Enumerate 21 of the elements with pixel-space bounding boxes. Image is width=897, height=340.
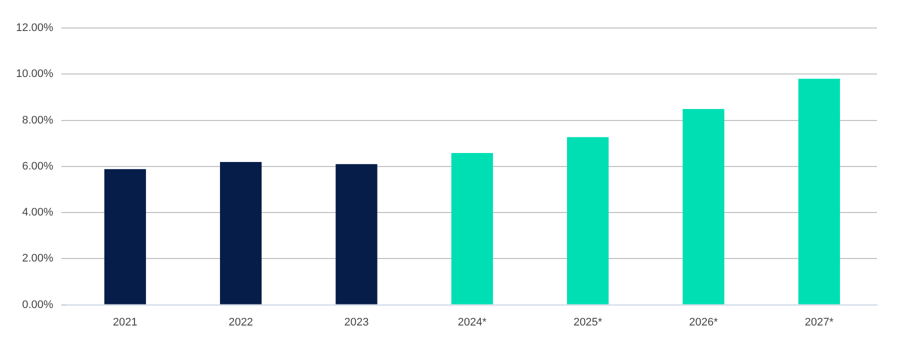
x-tick-label: 2021 — [112, 316, 138, 328]
bar — [567, 137, 609, 304]
x-tick-label: 2024* — [458, 316, 488, 328]
bar — [798, 78, 840, 304]
y-tick-label: 2.00% — [22, 252, 54, 265]
x-tick-label: 2023 — [344, 316, 369, 328]
x-tick-label: 2022 — [228, 316, 254, 328]
x-tick-label: 2027* — [804, 316, 834, 328]
x-tick-label: 2026* — [689, 316, 719, 328]
y-tick-label: 10.00% — [16, 68, 54, 80]
bar — [104, 169, 146, 304]
y-tick-label: 6.00% — [22, 160, 54, 172]
bar — [682, 108, 724, 304]
bar — [220, 162, 262, 304]
y-tick-label: 12.00% — [16, 22, 54, 34]
x-tick-label: 2025* — [573, 316, 603, 328]
bar — [336, 164, 378, 304]
bar — [451, 153, 493, 304]
y-tick-label: 0.00% — [22, 298, 54, 311]
y-tick-label: 8.00% — [22, 114, 54, 126]
y-tick-label: 4.00% — [22, 206, 54, 219]
